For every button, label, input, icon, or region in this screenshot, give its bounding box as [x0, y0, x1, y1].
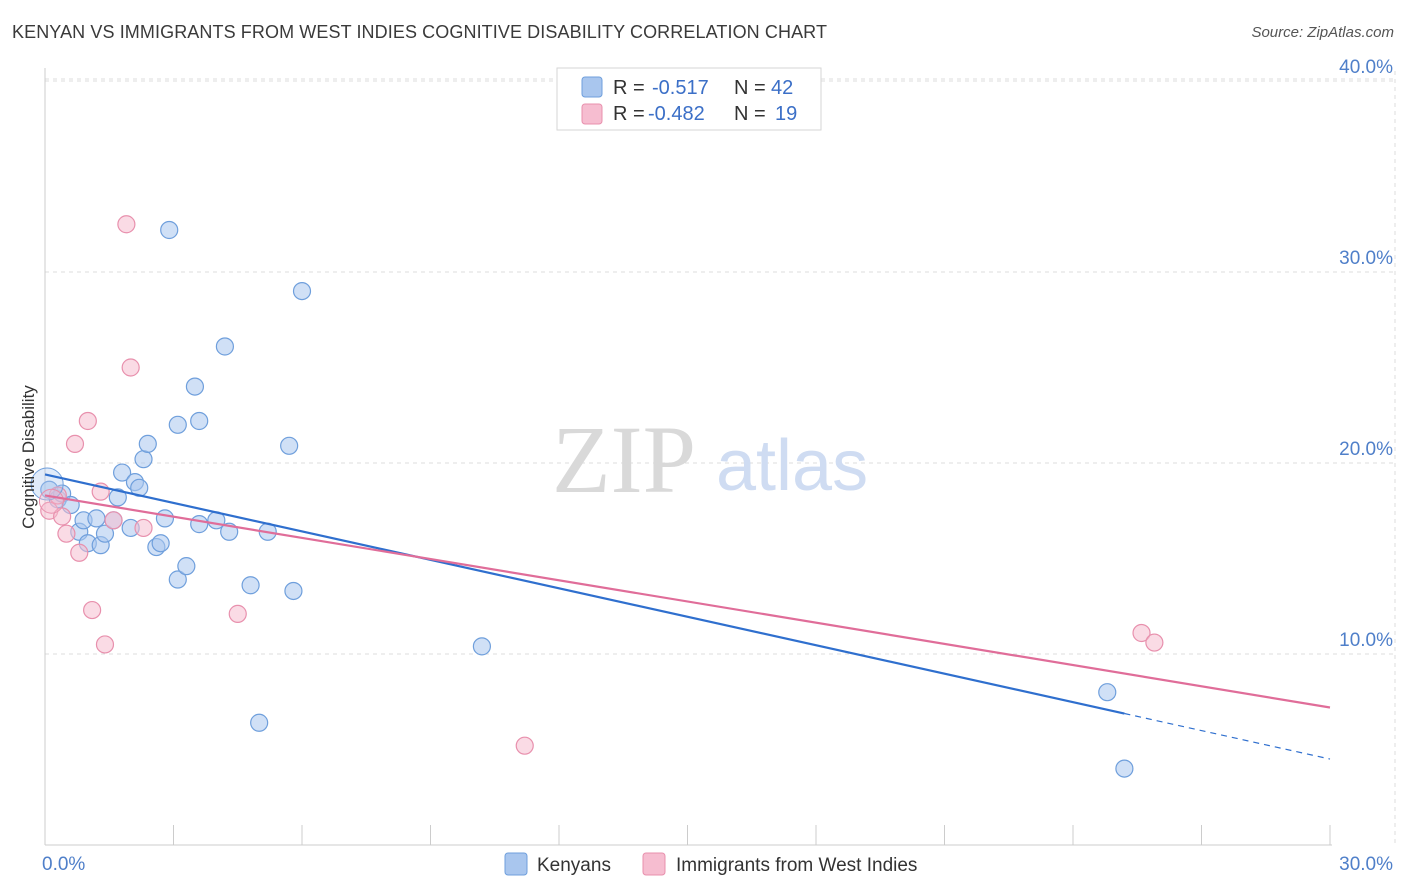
point-kenyans-22 [168, 570, 187, 589]
regression-line-dashed-kenyans [1124, 712, 1331, 760]
y-axis-label: Cognitive Disability [19, 385, 38, 529]
data-points [30, 215, 1164, 778]
legend-n-value-west-indies: 19 [775, 103, 797, 125]
y-tick-label-3: 40.0% [1339, 57, 1393, 78]
point-kenyans-31 [241, 576, 260, 595]
series-legend: Kenyans Immigrants from West Indies [504, 852, 917, 876]
point-west-indies-7 [83, 600, 102, 620]
point-west-indies-15 [515, 736, 534, 755]
regression-line-kenyans [44, 473, 1125, 715]
point-west-indies-4 [65, 434, 85, 453]
point-west-indies-3 [57, 524, 76, 543]
point-kenyans-25 [185, 377, 205, 396]
point-kenyans-16 [134, 450, 153, 469]
point-kenyans-36 [292, 282, 312, 301]
point-west-indies-cluster [38, 488, 64, 514]
point-kenyans-38 [1098, 683, 1117, 702]
bottom-legend-swatch-kenyans [504, 852, 528, 876]
point-kenyans-29 [215, 337, 234, 356]
bottom-legend-swatch-west-indies [642, 852, 666, 876]
legend-swatch-kenyans [581, 76, 603, 98]
y-tick-label-1: 20.0% [1339, 439, 1393, 460]
y-tick-labels: 10.0% 20.0% 30.0% 40.0% [1339, 57, 1393, 651]
point-kenyans-7 [87, 509, 106, 528]
point-west-indies-13 [134, 518, 153, 538]
y-tick-label-0: 10.0% [1339, 630, 1393, 651]
x-tick-labels: 0.0% 30.0% [42, 854, 1393, 875]
regression-lines [44, 473, 1331, 760]
point-kenyans-21 [160, 220, 179, 240]
point-west-indies-12 [121, 358, 140, 377]
bottom-legend-label-west-indies: Immigrants from West Indies [676, 855, 917, 876]
point-kenyans-26 [190, 411, 209, 431]
legend-r-value-west-indies: -0.482 [648, 103, 705, 125]
regression-line-west-indies [44, 494, 1331, 709]
watermark: ZIP atlas [552, 406, 868, 513]
chart-source: Source: ZipAtlas.com [1251, 24, 1394, 41]
point-kenyans-23 [168, 415, 187, 434]
point-west-indies-2 [53, 507, 72, 526]
legend-swatch-west-indies [581, 103, 603, 125]
x-tick-label-1: 30.0% [1339, 854, 1393, 875]
correlation-legend: R = -0.517 N = 42 R = -0.482 N = 19 [556, 67, 822, 131]
legend-n-label-west-indies: N = [734, 103, 766, 125]
point-kenyans-34 [280, 436, 299, 455]
point-kenyans-19 [151, 534, 170, 553]
point-kenyans-20 [155, 509, 175, 528]
point-kenyans-11 [108, 488, 127, 507]
point-kenyans-17 [138, 434, 157, 453]
legend-r-label-west-indies: R = [613, 103, 645, 125]
point-kenyans-35 [284, 581, 303, 601]
point-west-indies-14 [228, 604, 247, 623]
point-kenyans-32 [250, 713, 269, 732]
point-kenyans-24 [177, 557, 196, 576]
bottom-legend-label-kenyans: Kenyans [537, 855, 611, 876]
point-west-indies-10 [104, 511, 123, 530]
y-tick-label-2: 30.0% [1339, 248, 1393, 269]
legend-n-value-kenyans: 42 [771, 77, 793, 99]
point-west-indies-5 [70, 543, 89, 562]
legend-r-label-kenyans: R = [613, 77, 645, 99]
point-west-indies-6 [78, 411, 97, 431]
watermark-atlas-text: atlas [716, 426, 868, 506]
x-tick-label-0: 0.0% [42, 854, 85, 875]
point-kenyans-12 [112, 463, 132, 482]
point-west-indies-16 [1132, 623, 1151, 643]
point-kenyans-39 [1115, 759, 1134, 778]
legend-r-value-kenyans: -0.517 [652, 77, 709, 99]
chart-title: KENYAN VS IMMIGRANTS FROM WEST INDIES CO… [12, 22, 828, 42]
point-kenyans-27 [190, 515, 209, 534]
legend-n-label-kenyans: N = [734, 77, 766, 99]
point-west-indies-9 [95, 635, 115, 654]
watermark-zip-text: ZIP [552, 406, 696, 513]
point-kenyans-37 [472, 637, 491, 656]
point-west-indies-17 [1145, 633, 1164, 652]
axes [44, 68, 1332, 846]
point-west-indies-11 [117, 215, 136, 234]
point-kenyans-9 [95, 524, 115, 543]
